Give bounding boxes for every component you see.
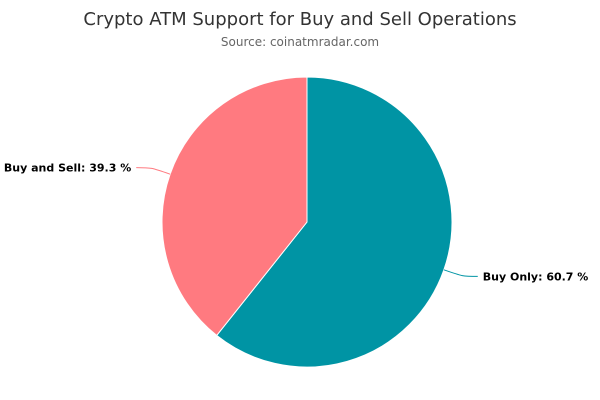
data-label: Buy Only: 60.7 % [483,270,589,283]
chart-title: Crypto ATM Support for Buy and Sell Oper… [83,9,516,30]
data-label: Buy and Sell: 39.3 % [4,162,131,175]
pie-slice-buy-only[interactable] [215,76,453,368]
connector-line [136,167,171,175]
chart-subtitle: Source: coinatmradar.com [221,35,379,49]
connector-line [443,269,478,277]
